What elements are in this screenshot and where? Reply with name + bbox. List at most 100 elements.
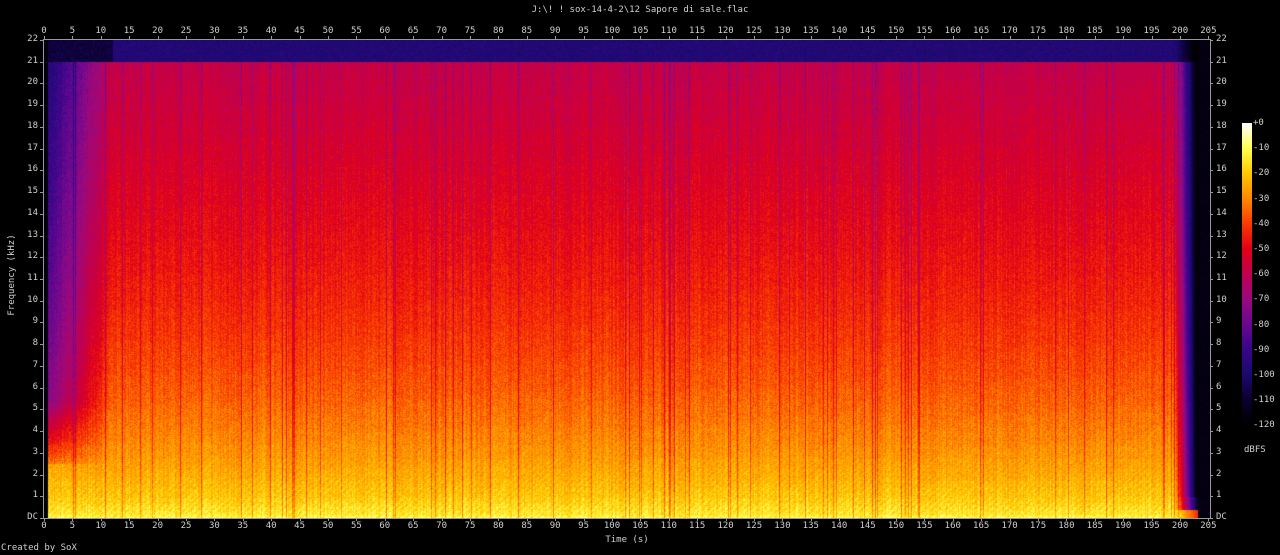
x-tick-label-top: 45 bbox=[294, 26, 306, 36]
x-tick-mark bbox=[470, 518, 471, 521]
y-tick-mark bbox=[40, 61, 43, 63]
x-tick-label-bottom: 100 bbox=[603, 521, 621, 531]
y-tick-label-right: 14 bbox=[1216, 207, 1227, 218]
x-tick-label-bottom: 50 bbox=[322, 521, 334, 531]
x-tick-label-bottom: 145 bbox=[859, 521, 876, 531]
y-tick-label-right: 13 bbox=[1216, 229, 1227, 240]
x-tick-label-bottom: 40 bbox=[265, 521, 277, 531]
x-tick-mark bbox=[924, 36, 926, 39]
x-tick-label-bottom: 65 bbox=[407, 521, 419, 531]
x-tick-label-top: 5 bbox=[69, 26, 76, 36]
chart-title: J:\! ! sox-14-4-2\12 Sapore di sale.flac bbox=[531, 5, 749, 15]
x-tick-label-bottom: 20 bbox=[152, 521, 164, 531]
x-tick-label-top: 0 bbox=[41, 26, 47, 36]
x-tick-mark bbox=[214, 36, 216, 39]
x-tick-mark bbox=[640, 518, 642, 521]
x-tick-label-top: 170 bbox=[1001, 26, 1018, 36]
y-tick-label-left: 19 bbox=[27, 99, 38, 110]
y-tick-mark bbox=[1210, 257, 1213, 259]
x-tick-label-top: 140 bbox=[831, 26, 848, 36]
x-tick-label-top: 60 bbox=[379, 26, 391, 36]
x-tick-label-bottom: 155 bbox=[916, 521, 933, 531]
x-tick-label-bottom: 200 bbox=[1171, 521, 1189, 531]
colorbar-tick-label: -10 bbox=[1253, 143, 1270, 154]
x-tick-mark bbox=[356, 36, 358, 39]
y-tick-label-left: DC bbox=[27, 512, 38, 522]
x-tick-mark bbox=[413, 518, 415, 521]
x-tick-mark bbox=[413, 36, 415, 39]
y-tick-mark bbox=[1210, 496, 1213, 498]
x-tick-label-top: 40 bbox=[265, 26, 277, 36]
y-tick-label-right: 2 bbox=[1216, 468, 1222, 479]
x-tick-mark bbox=[72, 518, 74, 521]
y-tick-label-left: 3 bbox=[32, 446, 38, 457]
colorbar-tick-label: -70 bbox=[1253, 294, 1270, 305]
colorbar-tick-label: -80 bbox=[1253, 319, 1270, 330]
x-tick-mark bbox=[328, 518, 329, 521]
y-tick-mark bbox=[40, 387, 43, 389]
y-tick-label-right: 10 bbox=[1216, 294, 1227, 305]
colorbar-tick-label: -90 bbox=[1253, 344, 1270, 355]
x-tick-label-bottom: 140 bbox=[831, 521, 848, 531]
x-tick-label-top: 185 bbox=[1086, 26, 1103, 36]
colorbar-tick-label: -110 bbox=[1253, 395, 1275, 406]
x-tick-label-top: 115 bbox=[689, 26, 706, 36]
y-tick-label-right: 6 bbox=[1216, 381, 1222, 392]
credit-text: Created by SoX bbox=[1, 543, 77, 553]
x-tick-mark bbox=[1123, 36, 1125, 39]
y-tick-label-right: 4 bbox=[1216, 425, 1222, 436]
y-tick-label-right: 19 bbox=[1216, 99, 1227, 110]
y-tick-label-left: 17 bbox=[27, 142, 38, 153]
colorbar-tick-label: -100 bbox=[1253, 370, 1275, 380]
x-tick-mark bbox=[782, 518, 784, 521]
x-tick-label-bottom: 180 bbox=[1058, 521, 1075, 531]
y-tick-label-left: 6 bbox=[32, 381, 38, 392]
x-tick-label-top: 195 bbox=[1143, 26, 1160, 36]
x-tick-label-bottom: 150 bbox=[887, 521, 905, 531]
colorbar-tick-label: -50 bbox=[1253, 244, 1270, 254]
y-tick-mark bbox=[40, 365, 43, 367]
y-tick-label-right: 12 bbox=[1216, 251, 1227, 262]
x-tick-mark bbox=[1208, 36, 1210, 39]
y-tick-mark bbox=[40, 83, 43, 85]
x-tick-label-bottom: 75 bbox=[464, 521, 476, 531]
x-tick-label-top: 205 bbox=[1200, 26, 1217, 36]
x-tick-label-bottom: 70 bbox=[436, 521, 448, 531]
x-tick-label-bottom: 25 bbox=[180, 521, 192, 531]
spectrogram-heatmap bbox=[44, 40, 1210, 518]
x-tick-mark bbox=[242, 36, 244, 39]
y-tick-label-right: 11 bbox=[1216, 273, 1227, 283]
x-tick-mark bbox=[356, 518, 358, 521]
x-tick-mark bbox=[839, 518, 841, 521]
x-tick-mark bbox=[1123, 518, 1125, 521]
y-tick-mark bbox=[40, 431, 43, 433]
y-tick-mark bbox=[1210, 279, 1213, 280]
y-tick-mark bbox=[40, 213, 43, 215]
x-tick-mark bbox=[952, 518, 954, 521]
x-tick-label-bottom: 80 bbox=[492, 521, 504, 531]
y-tick-label-right: 3 bbox=[1216, 446, 1222, 457]
x-tick-mark bbox=[441, 36, 443, 39]
x-tick-mark bbox=[896, 36, 897, 39]
x-tick-label-top: 75 bbox=[464, 26, 476, 36]
x-tick-label-bottom: 130 bbox=[774, 521, 791, 531]
y-tick-label-right: 5 bbox=[1216, 403, 1222, 414]
y-tick-label-right: DC bbox=[1216, 512, 1227, 522]
x-tick-mark bbox=[526, 518, 528, 521]
x-axis-label: Time (s) bbox=[605, 535, 649, 545]
x-tick-mark bbox=[867, 518, 869, 521]
x-tick-mark bbox=[981, 36, 983, 39]
colorbar-tick-label: -60 bbox=[1253, 269, 1270, 280]
y-tick-label-right: 9 bbox=[1216, 316, 1222, 327]
y-tick-label-left: 1 bbox=[32, 490, 38, 501]
x-tick-mark bbox=[186, 518, 187, 521]
x-tick-mark bbox=[470, 36, 471, 39]
x-tick-label-top: 175 bbox=[1029, 26, 1047, 36]
x-tick-mark bbox=[328, 36, 329, 39]
x-tick-label-top: 55 bbox=[350, 26, 362, 36]
y-tick-label-right: 18 bbox=[1216, 120, 1227, 131]
x-tick-label-top: 190 bbox=[1115, 26, 1132, 36]
y-tick-mark bbox=[1210, 344, 1213, 346]
y-tick-label-left: 9 bbox=[32, 316, 38, 327]
y-tick-label-right: 21 bbox=[1216, 55, 1227, 66]
